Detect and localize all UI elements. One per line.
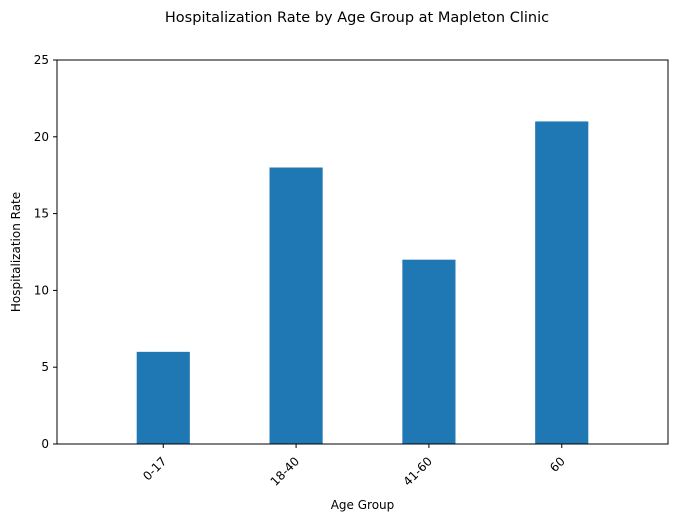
y-tick-label: 10 (34, 283, 49, 297)
x-tick-label: 60 (547, 454, 568, 475)
chart-title: Hospitalization Rate by Age Group at Map… (165, 10, 549, 26)
bar-0-17 (136, 351, 190, 444)
x-axis-label: Age Group (331, 498, 395, 512)
bar-41-60 (402, 259, 456, 444)
y-tick-label: 0 (41, 437, 49, 451)
bars (136, 121, 589, 444)
y-axis-ticks: 0 5 10 15 20 25 (34, 53, 57, 451)
y-tick-label: 5 (41, 360, 49, 374)
y-axis-label: Hospitalization Rate (9, 192, 23, 312)
y-tick-label: 20 (34, 130, 49, 144)
plot-area-frame (56, 59, 669, 445)
y-tick-label: 25 (34, 53, 49, 67)
bar-60 (535, 121, 589, 444)
y-tick-label: 15 (34, 207, 49, 221)
bar-18-40 (269, 167, 323, 444)
x-axis-ticks: 0-17 18-40 41-60 60 (140, 444, 568, 489)
x-tick-label: 0-17 (140, 454, 169, 483)
x-tick-label: 41-60 (400, 454, 435, 489)
x-tick-label: 18-40 (268, 454, 303, 489)
